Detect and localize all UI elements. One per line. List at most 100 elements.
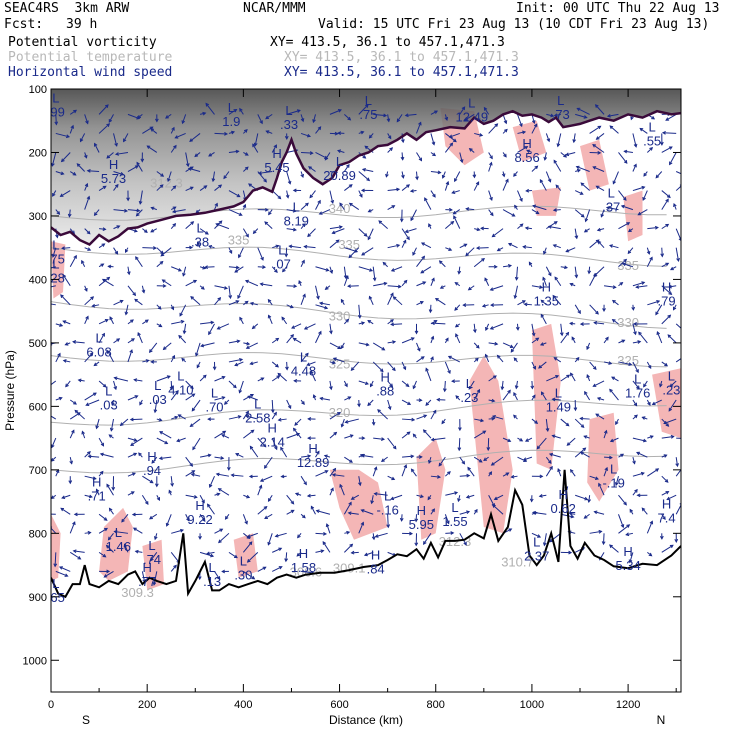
wind-vector [170,127,175,134]
wind-vector [185,494,197,498]
wind-vector [484,278,490,286]
extremum-value: 1.76 [625,386,650,401]
wind-vector [286,228,296,231]
wind-arrowhead [656,331,661,336]
wind-arrowhead [549,465,553,470]
wind-arrowhead [317,126,322,131]
wind-arrowhead [584,390,588,395]
wind-vector [293,428,302,439]
wind-vector [329,468,336,477]
wind-arrowhead [483,457,488,461]
wind-arrowhead [406,184,411,188]
wind-vector [170,390,179,401]
wind-vector [351,494,360,500]
wind-vector [205,103,215,115]
wind-arrowhead [574,274,579,279]
wind-vector [307,494,316,497]
wind-arrowhead [373,466,378,471]
wind-vector [632,399,638,406]
wind-vector [344,396,351,401]
extremum-type: H [268,420,277,435]
wind-vector [362,168,374,173]
wind-arrowhead [399,218,404,223]
wind-vector [661,361,668,367]
y-tick-label: 400 [29,274,47,286]
wind-vector [223,171,230,179]
wind-vector [205,266,215,268]
wind-vector [374,493,388,496]
wind-vector [84,316,89,325]
wind-arrowhead [275,363,280,368]
wind-arrowhead [367,209,372,213]
extremum-type: L [52,257,59,272]
wind-arrowhead [340,423,345,428]
wind-arrowhead [535,210,540,215]
wind-vector [643,380,648,387]
wind-vector [310,506,316,515]
wind-arrowhead [284,558,289,563]
wind-arrowhead [641,507,646,512]
wind-vector [221,434,230,439]
wind-vector [412,380,417,389]
wind-arrowhead [360,188,365,193]
wind-arrowhead [608,244,614,248]
wind-arrowhead [491,233,496,238]
wind-vector [661,247,663,257]
wind-vector [252,323,259,329]
wind-vector [473,456,483,463]
wind-vector [249,446,259,458]
wind-vector [647,468,659,477]
wind-arrowhead [486,447,491,452]
wind-arrowhead [189,423,194,428]
wind-arrowhead [151,460,155,464]
wind-arrowhead [507,438,512,443]
wind-vector [424,197,432,210]
wind-vector [545,171,551,182]
extremum-label: L1.55 [442,500,467,529]
wind-arrowhead [507,389,511,394]
extremum-value: 5.95 [409,517,434,532]
wind-arrowhead [422,281,427,285]
wind-arrowhead [235,453,240,457]
wind-vector [473,323,476,333]
wind-arrowhead [465,494,470,499]
wind-arrowhead [331,360,337,365]
wind-arrowhead [259,282,264,287]
wind-arrowhead [231,130,236,135]
wind-arrowhead [598,529,603,534]
extremum-value: .70 [205,400,223,415]
wind-arrowhead [364,145,369,150]
wind-arrowhead [221,375,226,380]
wind-arrowhead [171,354,176,359]
wind-vector [560,374,570,382]
wind-arrowhead [451,379,456,384]
wind-vector [195,342,201,356]
wind-arrowhead [612,285,617,289]
wind-arrowhead [553,159,558,164]
wind-arrowhead [324,286,329,290]
wind-arrowhead [580,213,585,218]
wind-arrowhead [557,468,561,473]
wind-arrowhead [666,496,671,501]
wind-arrowhead [329,386,333,391]
extremum-type: H [147,449,156,464]
theta-contour [51,246,667,267]
wind-vector [254,133,259,146]
wind-vector [191,399,201,412]
wind-arrowhead [450,220,455,225]
extremum-label: L2.58 [245,396,270,425]
wind-arrowhead [154,118,159,123]
wind-vector [139,190,143,204]
wind-arrowhead [79,138,84,143]
wind-arrowhead [611,299,616,304]
wind-vector [531,285,543,289]
wind-arrowhead [546,138,551,143]
wind-arrowhead [245,345,250,349]
wind-vector [124,544,129,553]
wind-vector [98,185,107,191]
wind-arrowhead [510,348,515,353]
wind-vector [401,280,408,287]
wind-vector [488,375,497,382]
wind-vector [464,113,475,121]
wind-arrowhead [237,415,242,419]
